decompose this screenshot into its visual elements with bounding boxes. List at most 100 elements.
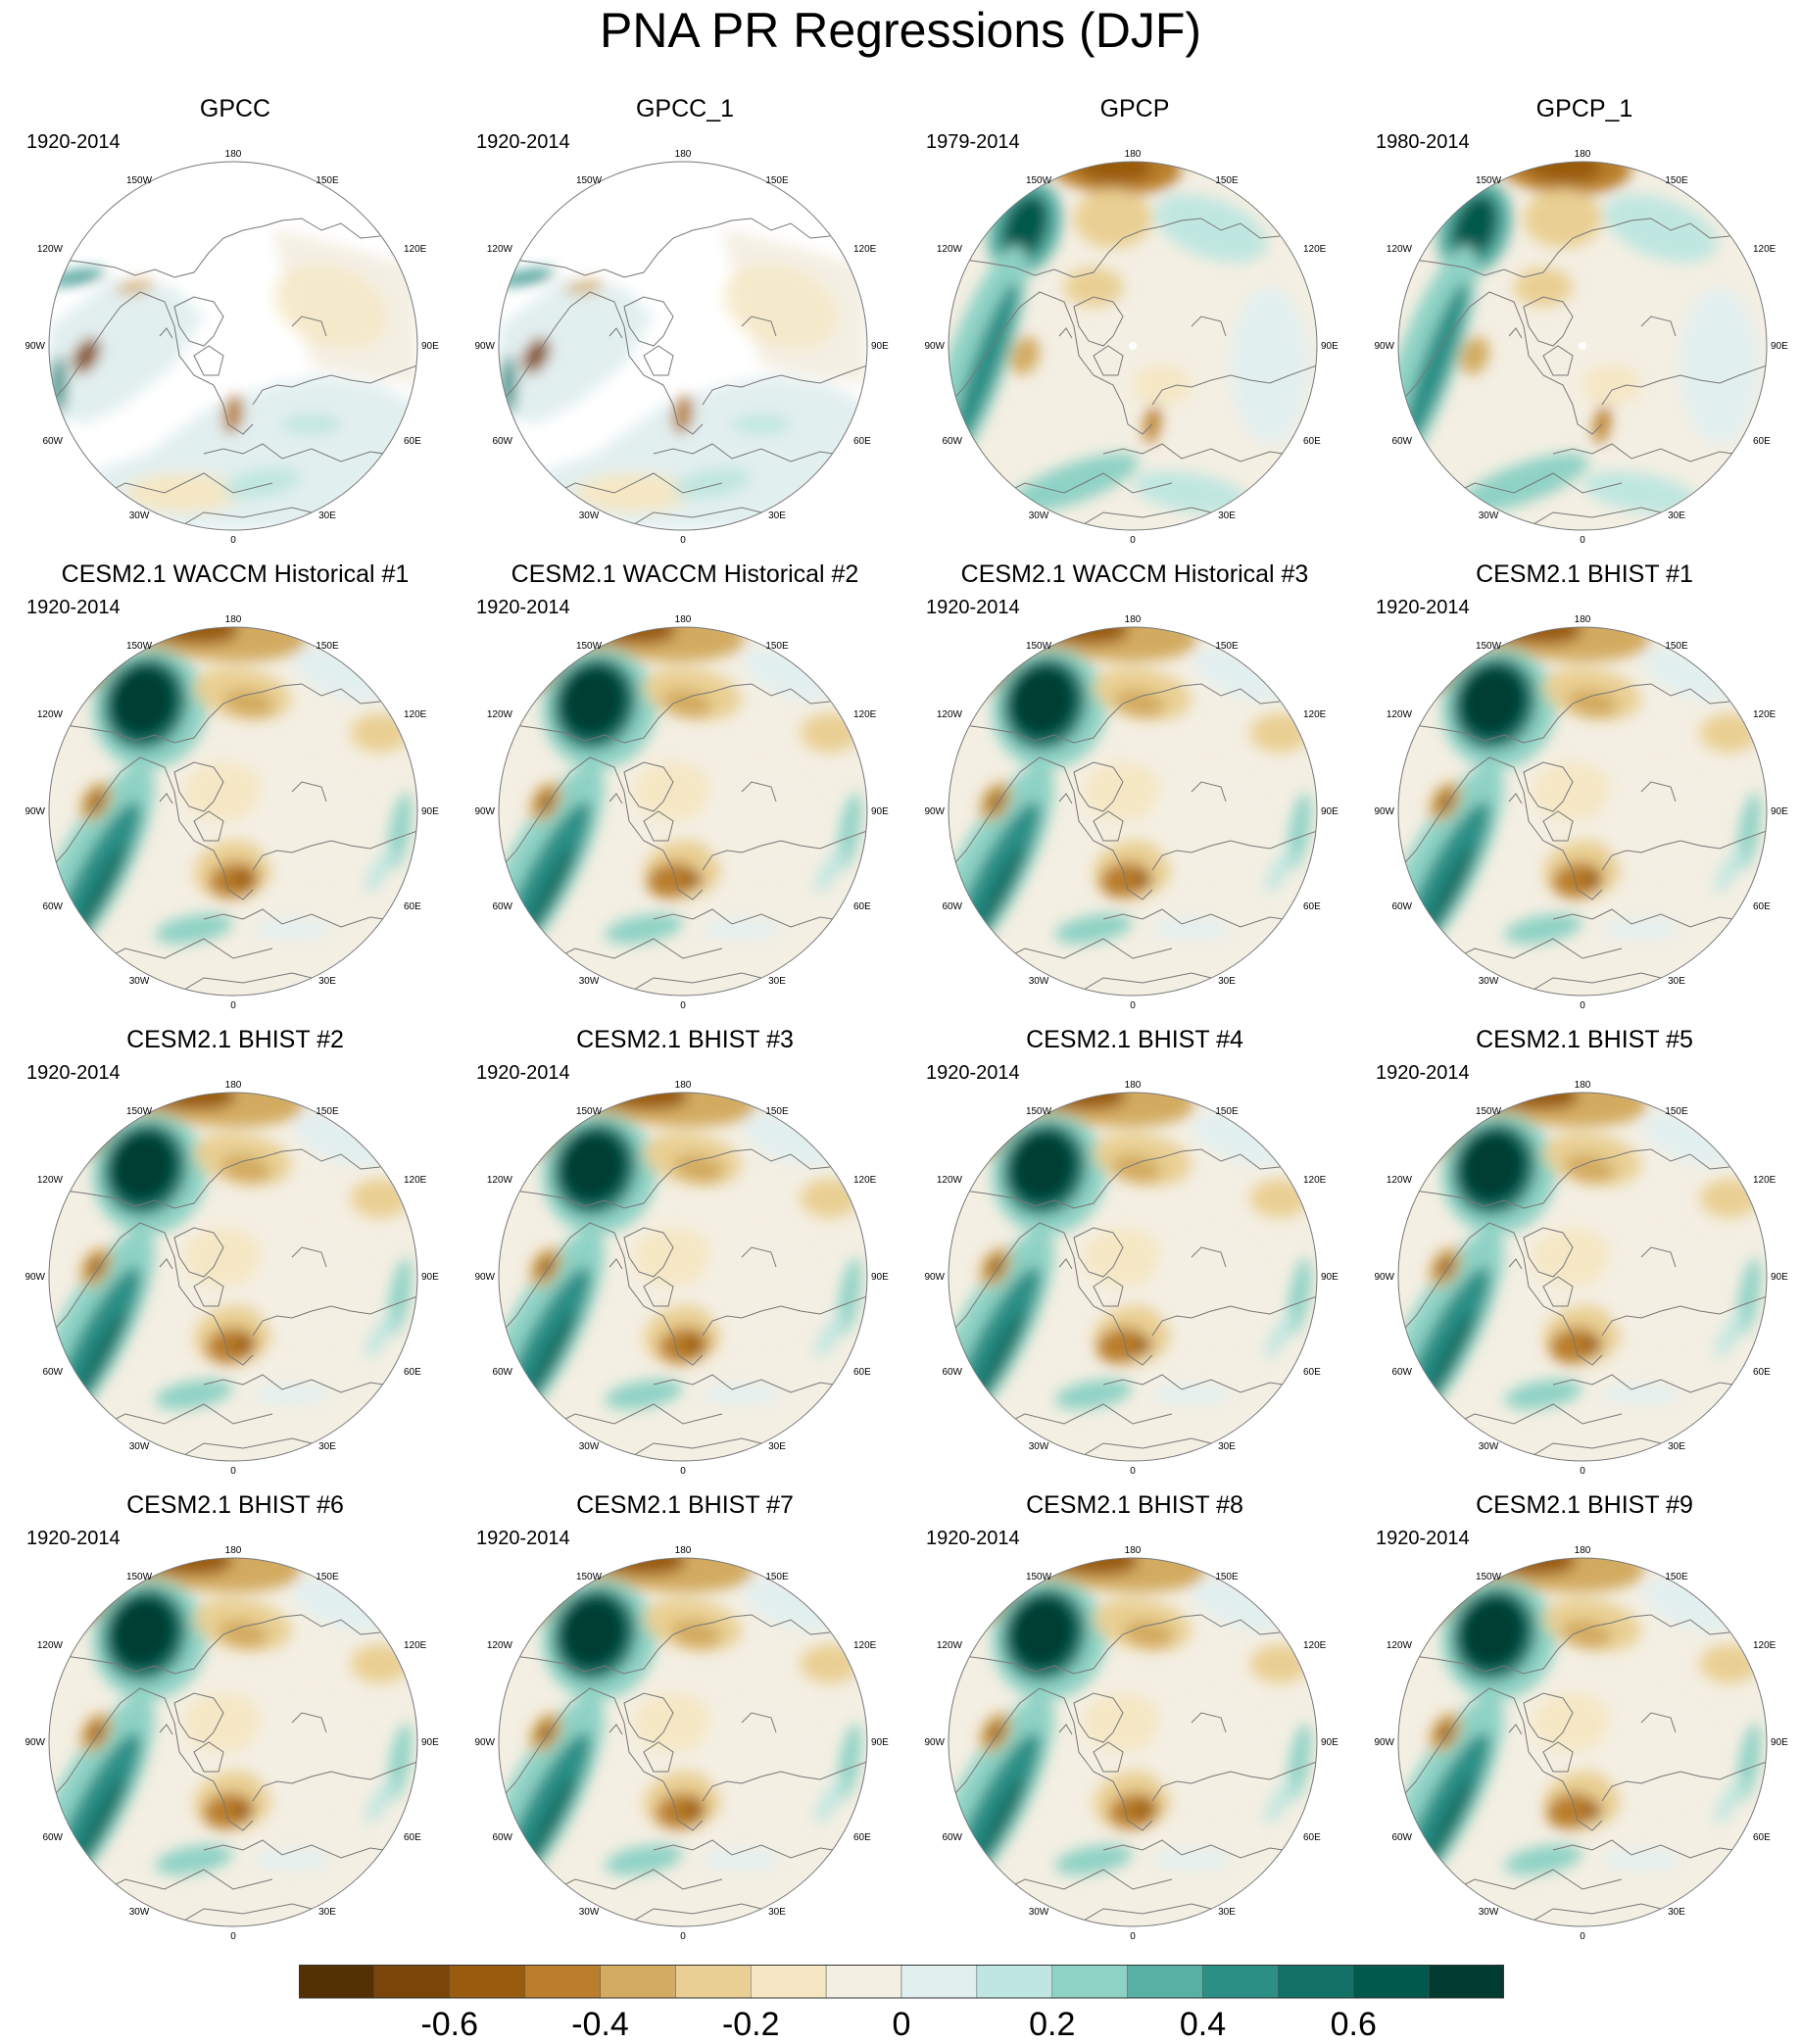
contour-blob (1193, 1579, 1288, 1631)
field-layer (499, 1093, 867, 1461)
contour-blob (1552, 861, 1603, 899)
longitude-label: 0 (680, 535, 686, 546)
longitude-label: 0 (1580, 1466, 1585, 1477)
longitude-label: 60W (492, 1367, 512, 1378)
longitude-label: 120E (404, 1175, 427, 1186)
panel-period: 1920-2014 (26, 597, 121, 618)
land-field (499, 277, 654, 424)
field-contours (49, 228, 417, 530)
coastline (702, 1761, 867, 1802)
contour-blob (1533, 1228, 1612, 1287)
contour-blob (1680, 287, 1759, 444)
coastline (499, 1148, 831, 1209)
coastline (741, 781, 777, 803)
longitude-label: 0 (1580, 1000, 1585, 1011)
longitude-label: 120E (404, 244, 427, 255)
coastline (49, 291, 254, 435)
coastline (173, 1903, 332, 1926)
contour-blob (1231, 287, 1309, 444)
longitude-label: 30E (318, 976, 336, 987)
contour-blob (1265, 1313, 1294, 1358)
longitude-label: 150E (1665, 641, 1688, 652)
map-panel: CESM2.1 BHIST #1 1920-2014 180 0 90W 90E 150… (1374, 552, 1795, 1012)
polar-map: 180 0 90W 90E 150W 150E 120W 120E 60W 60E 30W 30E (924, 614, 1339, 1011)
longitude-label: 120W (1387, 709, 1413, 720)
polar-map: 180 0 90W 90E 150W 150E 120W 120E 60W 60E 30W 30E (1374, 1545, 1788, 1942)
contour-blob (1643, 1579, 1737, 1631)
coastline (1191, 1712, 1227, 1733)
map-frame (498, 626, 868, 997)
coastline (949, 218, 1281, 278)
longitude-label: 120E (1303, 1640, 1327, 1651)
coastline (1640, 1712, 1677, 1733)
coastline (1640, 316, 1677, 337)
longitude-label: 30E (768, 1441, 786, 1452)
coastline (1058, 1258, 1073, 1270)
contour-blob (1514, 268, 1573, 307)
panel-period: 1920-2014 (926, 1528, 1020, 1549)
longitude-label: 120E (1303, 709, 1327, 720)
longitude-label: 180 (675, 614, 692, 625)
contour-blob (1133, 470, 1250, 515)
panel-title: CESM2.1 WACCM Historical #2 (511, 560, 859, 588)
longitude-label: 90E (1771, 1272, 1788, 1283)
longitude-label: 30W (579, 976, 600, 987)
contour-blob (1133, 1338, 1152, 1353)
longitude-label: 150W (1026, 641, 1052, 652)
coastlines (499, 683, 867, 996)
longitude-label: 30E (1668, 511, 1685, 521)
longitude-label: 0 (230, 1466, 236, 1477)
contour-blob (203, 1792, 254, 1829)
coastline (949, 756, 1153, 900)
contour-blob (1154, 194, 1268, 263)
longitude-label: 30W (1479, 1441, 1499, 1452)
longitude-label: 150W (1476, 641, 1502, 652)
longitude-label: 150E (1215, 641, 1239, 652)
coastline (1093, 810, 1124, 842)
map-frame (48, 626, 418, 997)
longitude-label: 60W (942, 1367, 962, 1378)
coastline (252, 830, 417, 871)
longitude-label: 0 (1580, 1931, 1585, 1942)
longitude-label: 30E (1668, 976, 1685, 987)
panel-title: GPCP_1 (1535, 95, 1633, 122)
coastline (85, 938, 273, 969)
coastline (85, 1869, 273, 1900)
coastline (1523, 761, 1574, 812)
coastline (173, 1692, 224, 1743)
longitude-label: 120W (1387, 244, 1413, 255)
longitude-label: 180 (225, 614, 242, 625)
colorbar-box (299, 1965, 375, 1999)
coastline (1398, 218, 1730, 278)
coastline (643, 345, 674, 376)
longitude-label: 0 (1130, 535, 1136, 546)
coastline (985, 938, 1173, 969)
longitude-label: 150W (1026, 1572, 1052, 1582)
longitude-label: 30E (1218, 1907, 1236, 1918)
coastline (741, 1712, 777, 1733)
map-frame (498, 1092, 868, 1462)
panel-title: CESM2.1 BHIST #2 (126, 1026, 344, 1053)
coastline (193, 1276, 224, 1307)
coastline (623, 296, 674, 347)
contour-blob (683, 1803, 703, 1819)
contour-blob (184, 1228, 263, 1287)
contour-blob (1133, 365, 1192, 405)
coastline (623, 972, 782, 996)
coastline (1151, 1761, 1317, 1802)
colorbar-boxes (299, 1965, 1504, 1999)
colorbar-box (675, 1965, 752, 1999)
longitude-label: 90W (474, 1272, 495, 1283)
longitude-label: 120W (1387, 1640, 1413, 1651)
longitude-label: 150E (1215, 175, 1239, 186)
contour-blob (744, 648, 838, 701)
polar-map: 180 0 90W 90E 150W 150E 120W 120E 60W 60E 30W 30E (474, 1080, 889, 1477)
longitude-label: 90E (421, 1272, 439, 1283)
longitude-label: 90E (1321, 1737, 1339, 1748)
coastline (985, 1869, 1173, 1900)
contour-blob (1582, 1803, 1602, 1819)
longitude-label: 120W (1387, 1175, 1413, 1186)
map-panel: CESM2.1 WACCM Historical #1 1920-2014 18… (24, 552, 446, 1012)
contour-blob (1700, 1644, 1759, 1683)
colorbar-box (751, 1965, 827, 1999)
